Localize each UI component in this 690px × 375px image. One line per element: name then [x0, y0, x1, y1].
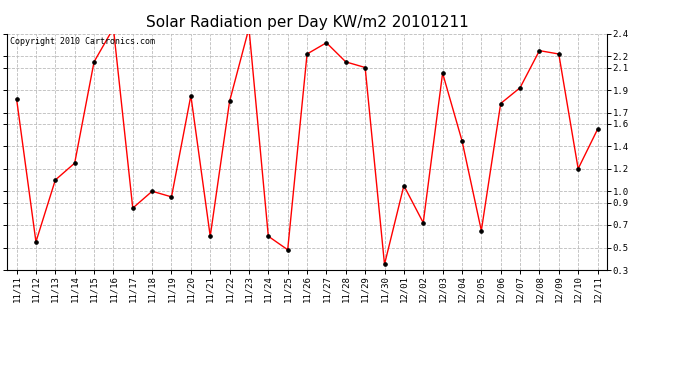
Text: Copyright 2010 Cartronics.com: Copyright 2010 Cartronics.com	[10, 37, 155, 46]
Title: Solar Radiation per Day KW/m2 20101211: Solar Radiation per Day KW/m2 20101211	[146, 15, 469, 30]
